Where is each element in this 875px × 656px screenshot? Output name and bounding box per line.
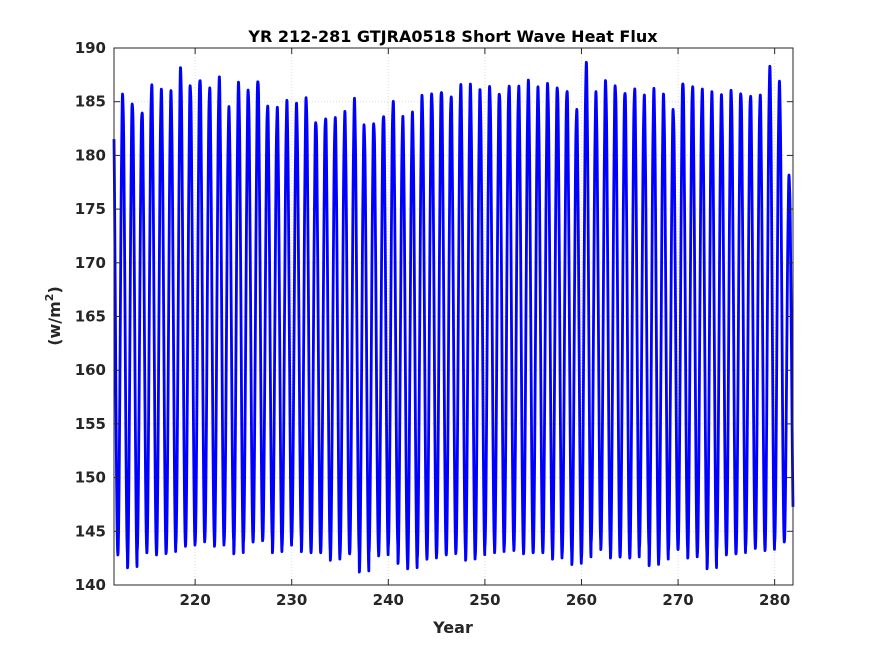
y-tick-label: 170 — [75, 254, 106, 272]
x-tick-label: 270 — [662, 591, 693, 609]
y-axis-label: (w/m2) — [43, 286, 64, 346]
x-axis-label: Year — [432, 618, 473, 637]
x-tick-label: 240 — [373, 591, 404, 609]
y-tick-label: 155 — [75, 415, 106, 433]
y-tick-label: 165 — [75, 308, 106, 326]
series-layer — [112, 60, 795, 574]
y-tick-label: 190 — [75, 39, 106, 57]
series-line — [112, 60, 795, 574]
y-tick-label: 145 — [75, 522, 106, 540]
y-axis-label-sup: 2 — [43, 294, 56, 302]
y-tick-label: 185 — [75, 93, 106, 111]
axis-ticks — [114, 47, 793, 586]
y-tick-label: 150 — [75, 469, 106, 487]
y-tick-label: 175 — [75, 200, 106, 218]
x-tick-label: 260 — [566, 591, 597, 609]
x-tick-label: 280 — [759, 591, 790, 609]
x-tick-labels: 220 230 240 250 260 270 280 — [179, 591, 790, 609]
y-tick-label: 160 — [75, 361, 106, 379]
y-axis-label-base: (w/m — [45, 301, 64, 346]
y-tick-label: 140 — [75, 576, 106, 594]
y-tick-labels: 140 145 150 155 160 165 170 175 180 185 190 — [75, 39, 106, 594]
x-tick-label: 250 — [469, 591, 500, 609]
y-axis-label-close: ) — [45, 286, 64, 293]
x-tick-label: 220 — [179, 591, 210, 609]
x-tick-label: 230 — [276, 591, 307, 609]
y-tick-label: 180 — [75, 146, 106, 164]
chart-title: YR 212-281 GTJRA0518 Short Wave Heat Flu… — [247, 27, 658, 46]
